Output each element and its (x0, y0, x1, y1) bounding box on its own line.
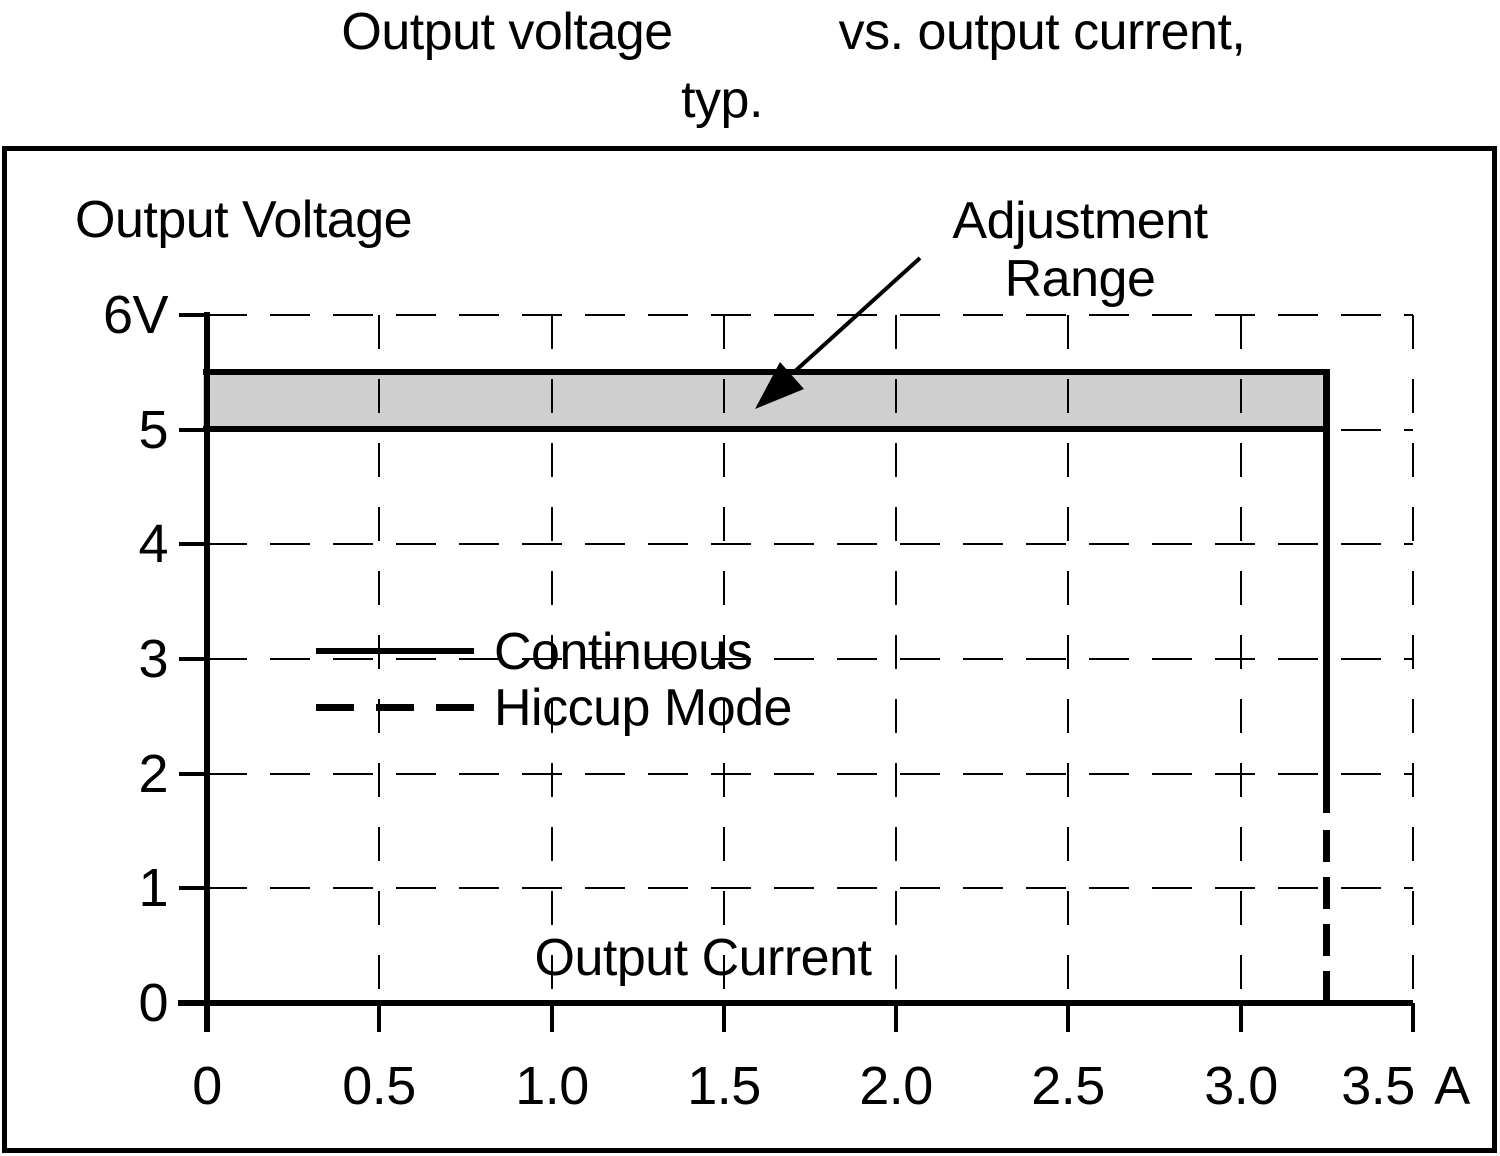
y-tick-label: 3 (138, 629, 168, 689)
x-tick-label: 0 (192, 1056, 222, 1116)
y-tick (179, 772, 208, 776)
y-tick-label: 2 (138, 744, 168, 804)
y-tick-label: 0 (138, 973, 168, 1033)
x-tick-label: 3.5 (1341, 1056, 1415, 1116)
v-gridline (551, 315, 553, 1003)
annotation-line1: Adjustment (952, 192, 1208, 250)
y-tick (179, 1001, 208, 1005)
y-tick-label: 6V (102, 285, 169, 345)
annotation-arrow-icon (755, 256, 922, 409)
x-tick (377, 1003, 381, 1032)
v-gridline (1067, 315, 1069, 1003)
y-tick-label: 5 (138, 400, 168, 460)
hiccup-mode-line (1323, 830, 1330, 1003)
v-gridline (1240, 315, 1242, 1003)
v-gridline (895, 315, 897, 1003)
legend-continuous-line-sample (316, 648, 474, 654)
x-tick (550, 1003, 554, 1032)
y-axis-title: Output Voltage (75, 191, 413, 249)
annotation-line2: Range (1004, 250, 1156, 308)
v-gridline (723, 315, 725, 1003)
x-axis-title: Output Current (534, 929, 872, 987)
x-tick (722, 1003, 726, 1032)
x-tick-label: 2.5 (1031, 1056, 1105, 1116)
y-tick (179, 313, 208, 317)
x-tick-label: 1.0 (515, 1056, 589, 1116)
continuous-current-limit-line (1323, 369, 1330, 813)
chart-title-part2: vs. output current, (838, 3, 1246, 61)
x-tick (1239, 1003, 1243, 1032)
h-gridline (207, 543, 1413, 545)
legend-label-continuous: Continuous (494, 623, 753, 681)
h-gridline (207, 429, 1413, 431)
x-axis-line (178, 1000, 1413, 1006)
chart-frame (2, 146, 1497, 1153)
y-tick (179, 657, 208, 661)
h-gridline (207, 773, 1413, 775)
v-gridline (1412, 315, 1414, 1003)
adjustment-range-annotation: Adjustment Range (952, 192, 1208, 308)
x-tick-label: 3.0 (1204, 1056, 1278, 1116)
x-tick (1066, 1003, 1070, 1032)
x-tick-label: 1.5 (687, 1056, 761, 1116)
y-tick (179, 886, 208, 890)
x-tick-label: 0.5 (342, 1056, 416, 1116)
y-tick (179, 542, 208, 546)
h-gridline (207, 658, 1413, 660)
legend-label-hiccup: Hiccup Mode (494, 679, 792, 737)
legend-hiccup-line-sample (316, 704, 474, 711)
v-gridline (378, 315, 380, 1003)
chart-title-line2: typ. (681, 71, 763, 129)
x-tick-label: 2.0 (859, 1056, 933, 1116)
y-tick-label: 1 (138, 858, 168, 918)
y-axis-line (204, 312, 210, 1032)
chart-title-part1: Output voltage (341, 3, 673, 61)
y-tick (179, 428, 208, 432)
h-gridline (207, 887, 1413, 889)
x-tick (894, 1003, 898, 1032)
y-tick-label: 4 (138, 514, 168, 574)
h-gridline (207, 314, 1413, 316)
x-tick (205, 1003, 209, 1032)
x-axis-unit-label: A (1434, 1056, 1470, 1116)
x-tick (1411, 1003, 1415, 1032)
